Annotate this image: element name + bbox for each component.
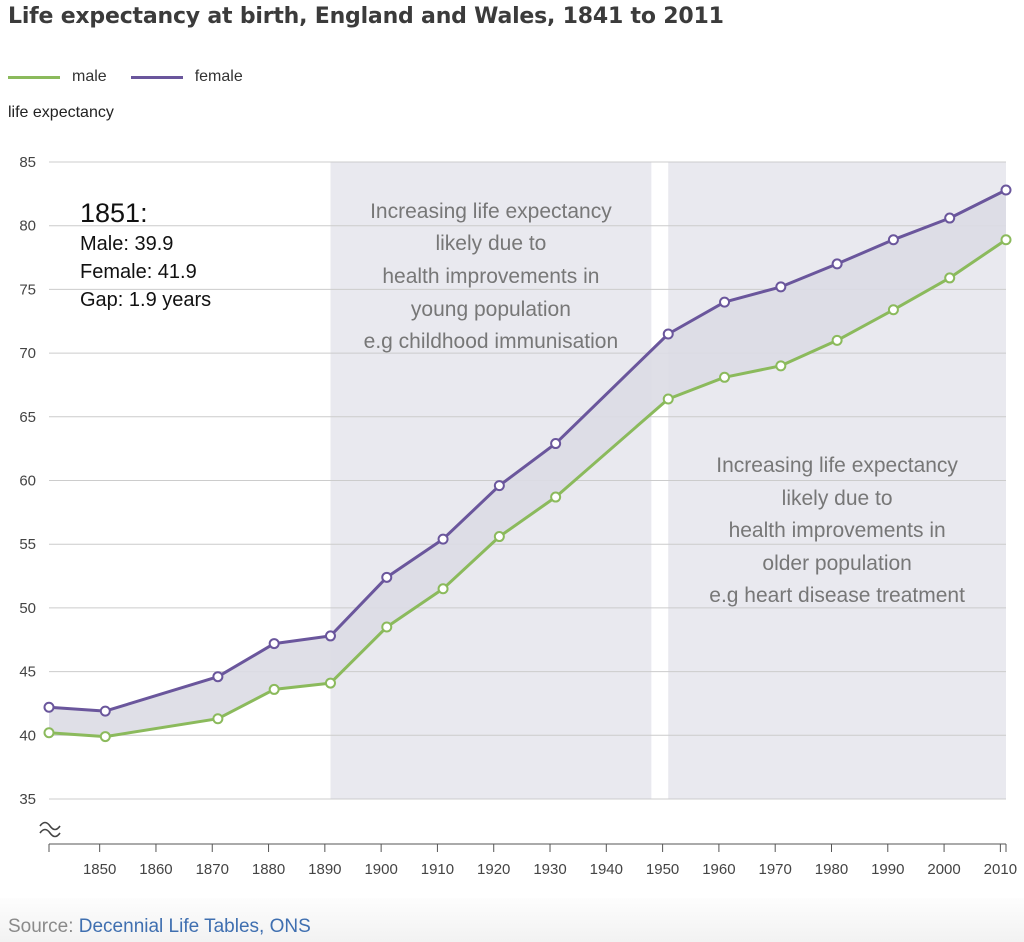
x-tick-label: 1890 [308,861,341,878]
x-tick-label: 1860 [139,861,172,878]
annotation-2: Increasing life expectancy likely due to h… [709,454,965,607]
y-tick-label: 35 [19,791,36,808]
hover-tooltip: 1851: Male: 39.9 Female: 41.9 Gap: 1.9 y… [80,196,211,314]
x-tick-label: 1880 [252,861,285,878]
legend-label-male: male [72,68,107,85]
y-tick-label: 45 [19,664,36,681]
line-chart[interactable]: 35 40 45 50 55 60 65 70 75 80 85 Increasing life ex… [0,0,1024,900]
x-tick-label: 1930 [533,861,566,878]
tooltip-female: Female: 41.9 [80,261,197,283]
data-point-female [99,705,111,717]
y-tick-label: 50 [19,600,36,617]
x-tick-label: 1910 [421,861,454,878]
x-tick-label: 1950 [646,861,679,878]
annotation-line: likely due to [782,487,893,510]
legend-item-female[interactable]: female [130,68,243,86]
annotation-line: Increasing life expectancy [716,454,958,477]
female-swatch [130,75,183,79]
y-tick-label: 55 [19,536,36,553]
y-tick-label: 40 [19,727,36,744]
data-point-male [437,583,449,595]
x-tick-label: 1960 [702,861,735,878]
y-tick-label: 60 [19,473,36,490]
x-tick-label: 1900 [364,861,397,878]
annotation-line: health improvements in [382,265,599,288]
tooltip-year: 1851: [80,198,148,228]
data-point-male [719,371,731,383]
series-line-male [48,238,1007,739]
data-point-female [775,281,787,293]
source-note: Source: Decennial Life Tables, ONS [8,916,311,938]
annotation-line: older population [762,552,911,575]
annotation-1: Increasing life expectancy likely due to h… [364,200,618,353]
series-line-female [48,188,1007,713]
y-tick-label: 70 [19,345,36,362]
data-point-female [493,480,505,492]
data-point-male [381,621,393,633]
annotation-line: e.g heart disease treatment [709,584,965,607]
x-tick-label: 2000 [927,861,960,878]
data-point-male [550,491,562,503]
tooltip-gap: Gap: 1.9 years [80,289,212,311]
data-point-male [493,531,505,543]
data-point-female [437,533,449,545]
data-point-male [324,677,336,689]
male-swatch [8,75,60,79]
x-tick-label: 1980 [815,861,848,878]
data-point-male [1000,234,1012,246]
data-point-male [212,713,224,725]
data-point-female [719,296,731,308]
annotation-line: likely due to [435,232,546,255]
legend: male female [8,68,267,86]
data-point-male [268,683,280,695]
data-point-female [324,630,336,642]
x-tick-label: 1920 [477,861,510,878]
data-point-female [212,671,224,683]
legend-item-male[interactable]: male [8,68,107,86]
y-axis-title: life expectancy [8,104,114,121]
source-prefix: Source: [8,916,79,937]
data-point-female [831,258,843,270]
y-tick-label: 65 [19,409,36,426]
legend-label-female: female [194,68,243,85]
annotation-line: Increasing life expectancy [370,200,612,223]
data-point-male [99,731,111,743]
data-point-male [662,393,674,405]
annotation-line: health improvements in [729,519,946,542]
footer [0,898,1024,942]
x-tick-label: 1940 [590,861,623,878]
data-point-male [775,360,787,372]
data-point-female [944,212,956,224]
tooltip-male: Male: 39.9 [80,233,174,255]
x-tick-label: 2010 [984,861,1017,878]
x-tick-label: 1970 [759,861,792,878]
data-point-female [268,638,280,650]
data-point-male [43,727,55,739]
data-point-male [944,272,956,284]
data-point-female [662,328,674,340]
data-point-female [381,571,393,583]
annotation-line: e.g childhood immunisation [364,330,618,353]
axis-break-icon [39,821,61,838]
source-link[interactable]: Decennial Life Tables, ONS [78,916,311,937]
y-tick-label: 80 [19,218,36,235]
data-point-female [43,701,55,713]
gap-area [49,190,1006,737]
x-tick-label: 1870 [196,861,229,878]
x-tick-label: 1990 [871,861,904,878]
data-point-male [831,334,843,346]
data-point-female [887,234,899,246]
data-point-male [887,304,899,316]
x-tick-label: 1850 [83,861,116,878]
data-point-female [1000,184,1012,196]
data-point-female [550,438,562,450]
chart-title: Life expectancy at birth, England and Wa… [8,4,724,29]
y-tick-label: 85 [19,154,36,171]
y-tick-label: 75 [19,281,36,298]
annotation-line: young population [411,298,571,321]
